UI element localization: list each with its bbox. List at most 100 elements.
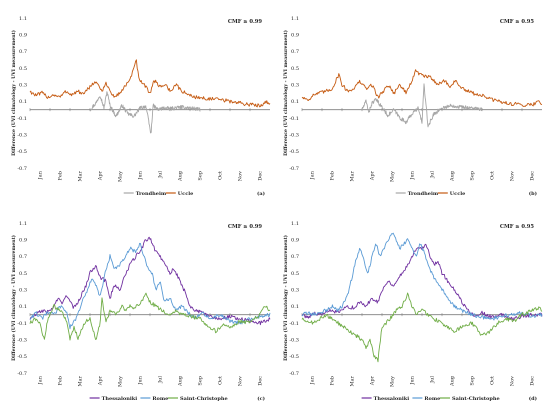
y-tick-label: 0.3 [19,287,27,293]
legend-entry: Saint-Christophe [180,396,228,402]
y-axis-label: Difference (UVI climatology - UVI measur… [10,30,17,156]
y-tick-label: -0.5 [17,354,27,360]
panel-letter: (b) [529,190,537,197]
y-tick-label: 0.9 [19,237,27,243]
x-tick-label: Mar [78,375,84,386]
y-tick-label: 1.1 [291,16,299,22]
y-tick-label: 0.9 [291,237,299,243]
y-tick-label: -0.1 [17,116,27,122]
legend-entry: Uccle [178,191,194,197]
x-tick-label: Jan [310,375,316,385]
x-tick-label: Jan [38,375,44,385]
y-tick-label: -0.5 [289,354,299,360]
y-tick-label: 0.3 [291,82,299,88]
x-tick-label: Jan [310,170,316,180]
y-tick-label: 0.1 [19,304,27,310]
y-tick-label: 0.7 [291,254,299,260]
x-tick-label: Jul [158,376,164,384]
x-tick-label: Sep [470,376,476,386]
x-tick-label: Oct [218,376,224,385]
x-tick-label: Dec [258,376,264,386]
y-tick-label: 1.1 [19,221,27,227]
y-tick-label: -0.1 [289,321,299,327]
x-tick-label: Jun [138,170,144,180]
y-tick-label: -0.3 [289,132,299,138]
legend-entry: Rome [152,396,168,402]
series-line-thessaloniki [301,243,543,321]
y-tick-label: -0.7 [17,371,27,377]
x-tick-label: Nov [238,171,244,181]
x-tick-label: Aug [450,170,456,182]
y-tick-label: 0.1 [291,304,299,310]
y-tick-label: 0.3 [291,287,299,293]
x-tick-label: May [390,376,396,387]
y-tick-label: 0.9 [291,32,299,38]
y-tick-label: 0.1 [291,99,299,105]
chart-panel-2: 1.1 0.9 0.7 0.5 0.3 0.1 -0.1 -0.3 -0.5 -0.7 Differ… [10,221,271,402]
x-tick-label: Sep [198,171,204,181]
x-tick-label: Feb [330,376,336,385]
y-tick-label: 0.5 [291,271,299,277]
y-tick-label: 0.7 [19,254,27,260]
y-axis-label: Difference (UVI climatology - UVI measur… [282,30,289,156]
x-tick-label: Jun [138,375,144,385]
chart-panel-1: 1.1 0.9 0.7 0.5 0.3 0.1 -0.1 -0.3 -0.5 -0.7 Differ… [282,16,543,197]
x-tick-label: Apr [98,170,104,181]
x-tick-label: May [390,171,396,182]
x-tick-label: Mar [350,375,356,386]
y-tick-label: 0.5 [19,271,27,277]
panel-letter: (d) [529,395,537,402]
x-tick-label: Jun [410,170,416,180]
x-tick-label: Sep [470,171,476,181]
legend-entry: Trondheim [136,191,167,197]
x-tick-label: Feb [58,376,64,385]
y-tick-label: -0.7 [289,166,299,172]
y-tick-label: -0.1 [289,116,299,122]
y-tick-label: 0.3 [19,82,27,88]
cmf-annotation: CMF ≥ 0.95 [500,224,535,230]
x-tick-label: Jul [430,171,436,179]
y-tick-label: -0.1 [17,321,27,327]
y-tick-label: -0.7 [289,371,299,377]
y-tick-label: 0.7 [19,49,27,55]
x-tick-label: Jun [410,375,416,385]
x-tick-label: Jul [430,376,436,384]
x-tick-label: Nov [510,171,516,181]
x-tick-label: Feb [58,171,64,180]
x-tick-label: Oct [490,171,496,180]
legend-entry: Trondheim [408,191,439,197]
x-tick-label: Apr [370,170,376,181]
series-line-uccle [301,69,543,107]
panel-letter: (a) [257,190,265,197]
y-tick-label: -0.7 [17,166,27,172]
series-line-rome [29,242,271,330]
y-tick-label: -0.5 [17,149,27,155]
series-line-uccle [29,59,271,108]
y-tick-label: -0.3 [17,337,27,343]
x-tick-label: Nov [238,376,244,386]
series-line-thessaloniki [29,236,271,326]
x-tick-label: Nov [510,376,516,386]
series-line-trondheim [89,91,201,134]
series-line-trondheim [361,83,483,128]
x-tick-label: Aug [450,375,456,387]
cmf-annotation: CMF ≥ 0.99 [228,19,263,25]
y-axis-label: Difference (UVI climatology - UVI measur… [10,235,17,361]
x-tick-label: Sep [198,376,204,386]
x-tick-label: Mar [350,170,356,181]
cmf-annotation: CMF ≥ 0.95 [500,19,535,25]
y-tick-label: 1.1 [19,16,27,22]
x-tick-label: Apr [370,375,376,386]
chart-panel-0: 1.1 0.9 0.7 0.5 0.3 0.1 -0.1 -0.3 -0.5 -0.7 Differ… [10,16,271,197]
legend-entry: Thessaloniki [102,396,138,402]
series-line-rome [301,232,543,321]
x-tick-label: Aug [178,375,184,387]
y-tick-label: 0.1 [19,99,27,105]
x-tick-label: Dec [258,171,264,181]
y-tick-label: 0.7 [291,49,299,55]
x-tick-label: Mar [78,170,84,181]
legend-entry: Uccle [450,191,466,197]
x-tick-label: Oct [218,171,224,180]
panel-letter: (c) [257,395,265,402]
